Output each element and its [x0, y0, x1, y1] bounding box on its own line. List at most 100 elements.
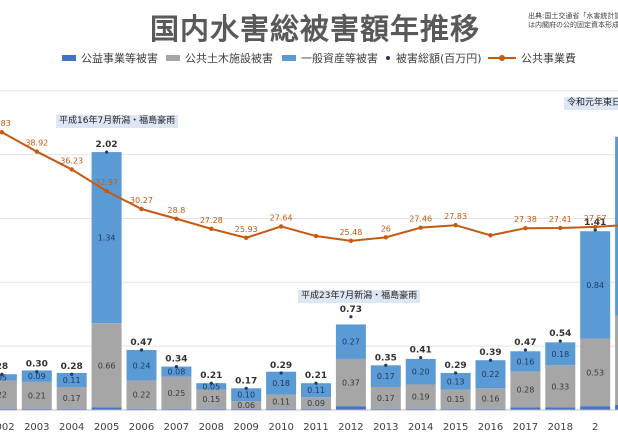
- x-tick-label: 2005: [94, 422, 119, 433]
- legend-label: 公共土木施設被害: [185, 52, 273, 65]
- segment-label: 0.05: [202, 382, 220, 391]
- line-data-label: 1.83: [0, 119, 11, 128]
- segment-label: 0.13: [447, 377, 465, 386]
- source-line-2: は内閣府の公的固定資本形成(名目): [528, 21, 618, 29]
- x-tick-label: 2009: [233, 422, 258, 433]
- line-data-label: 27.83: [444, 212, 467, 221]
- line-point: [488, 233, 493, 238]
- segment-label: 0.15: [447, 395, 465, 404]
- bar-segment: [615, 315, 618, 405]
- total-point: [0, 372, 4, 376]
- total-point: [349, 315, 353, 319]
- line-point: [209, 226, 214, 232]
- total-point: [384, 363, 388, 367]
- total-point: [488, 358, 493, 362]
- bar-segment: [231, 401, 262, 409]
- legend-label: 公益事業等被害: [81, 52, 158, 65]
- total-point: [558, 339, 562, 343]
- line-data-label: 27.64: [270, 213, 293, 222]
- x-tick-label: 2017: [513, 422, 538, 433]
- bar-segment: [510, 351, 541, 372]
- segment-label: 0.24: [133, 361, 151, 370]
- line-point: [348, 238, 354, 244]
- segment-label: 0.09: [28, 372, 46, 381]
- total-label: 0.41: [410, 346, 432, 356]
- line-data-label: 25.93: [235, 225, 258, 234]
- line-point: [523, 225, 528, 231]
- bar-segment: [0, 408, 17, 410]
- bar-segment: [370, 387, 401, 409]
- x-tick-label: 2018: [548, 422, 573, 433]
- legend: 公益事業等被害 公共土木施設被害 一般資産等被害 被害総額(百万円) 公共事業費: [0, 50, 618, 65]
- bar-segment: [545, 342, 576, 366]
- bar-segment: [580, 338, 611, 407]
- total-point: [314, 381, 318, 385]
- line-point: [593, 224, 598, 230]
- segment-label: 0.84: [586, 281, 604, 290]
- segment-label: 0.16: [516, 357, 534, 366]
- segment-label: 0.66: [98, 361, 116, 370]
- total-label: 0.47: [130, 338, 152, 348]
- bar-segment: [0, 380, 17, 409]
- annotation-2011: 平成23年7月新潟・福島豪雨: [298, 290, 421, 303]
- bar-segment: [56, 387, 87, 409]
- line-point: [69, 167, 74, 172]
- segment-label: 0.11: [63, 376, 81, 385]
- total-label: 0.34: [165, 355, 187, 365]
- bar-segment: [545, 407, 576, 410]
- bar-segment: [370, 408, 401, 410]
- segment-label: 0.53: [586, 368, 604, 377]
- x-tick-label: 2012: [338, 422, 363, 433]
- x-tick-label: 2003: [24, 422, 49, 433]
- legend-label: 一般資産等被害: [301, 52, 378, 65]
- line-data-label: 27.28: [200, 216, 223, 225]
- annotation-2004: 平成16年7月新潟・福島豪雨: [56, 115, 179, 128]
- bar-segment: [615, 404, 618, 410]
- bar-segment: [56, 372, 87, 388]
- line-data-label: 36.23: [60, 156, 83, 165]
- segment-label: 0.33: [551, 382, 569, 391]
- source-note: 出典:国土交通省「水害統計調査」 は内閣府の公的固定資本形成(名目): [528, 12, 618, 30]
- total-label: 0.35: [375, 353, 397, 363]
- segment-label: 0.28: [516, 386, 534, 395]
- line-point: [313, 233, 319, 239]
- bar-segment: [21, 370, 52, 382]
- segment-label: 0.17: [377, 394, 395, 403]
- bar-segment: [440, 408, 471, 410]
- line-point: [139, 206, 144, 212]
- total-point: [70, 372, 74, 376]
- x-tick-label: 2006: [129, 422, 154, 433]
- segment-label: 0.21: [28, 391, 46, 400]
- bar-segment: [126, 380, 157, 409]
- legend-swatch: [282, 55, 296, 61]
- bar-segment: [266, 408, 297, 410]
- bar-segment: [405, 408, 436, 410]
- segment-label: 0.06: [237, 401, 255, 410]
- line-point: [278, 224, 284, 229]
- line-data-label: 27.46: [409, 215, 432, 224]
- bar-segment: [510, 371, 541, 408]
- bar-segment: [161, 376, 192, 409]
- segment-label: 0.22: [133, 391, 151, 400]
- public-spending-line: [0, 130, 618, 242]
- bar-segment: [335, 358, 366, 407]
- segment-label: 0.18: [551, 350, 569, 359]
- bar-segment: [301, 397, 331, 409]
- line-point: [558, 225, 563, 231]
- total-point: [593, 228, 597, 232]
- total-label: 0.29: [444, 361, 466, 371]
- segment-label: 0.37: [342, 379, 360, 388]
- bar-segment: [91, 407, 122, 410]
- line-point: [418, 225, 423, 230]
- legend-label: 公共事業費: [521, 52, 576, 65]
- bar-segment: [21, 381, 52, 409]
- segment-label: 0.17: [377, 372, 395, 381]
- total-point: [105, 150, 109, 154]
- segment-label: 0.11: [307, 386, 325, 395]
- line-data-label: 27.38: [514, 215, 537, 224]
- bar-segment: [0, 374, 17, 381]
- bar-segment: [231, 388, 262, 402]
- line-point: [453, 223, 458, 228]
- line-data-label: 30.27: [130, 196, 153, 205]
- total-point: [209, 381, 213, 385]
